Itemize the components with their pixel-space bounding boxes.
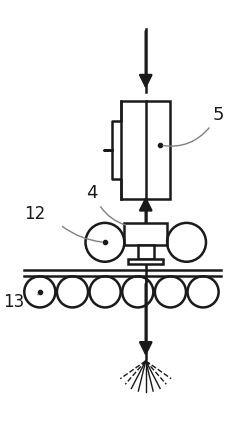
- Text: 4: 4: [86, 184, 97, 202]
- Text: 13: 13: [3, 293, 24, 311]
- Text: 5: 5: [213, 106, 224, 124]
- Bar: [121, 102, 170, 198]
- Text: 12: 12: [24, 205, 46, 223]
- Bar: [128, 259, 163, 264]
- Bar: [124, 223, 167, 245]
- Bar: [138, 245, 154, 259]
